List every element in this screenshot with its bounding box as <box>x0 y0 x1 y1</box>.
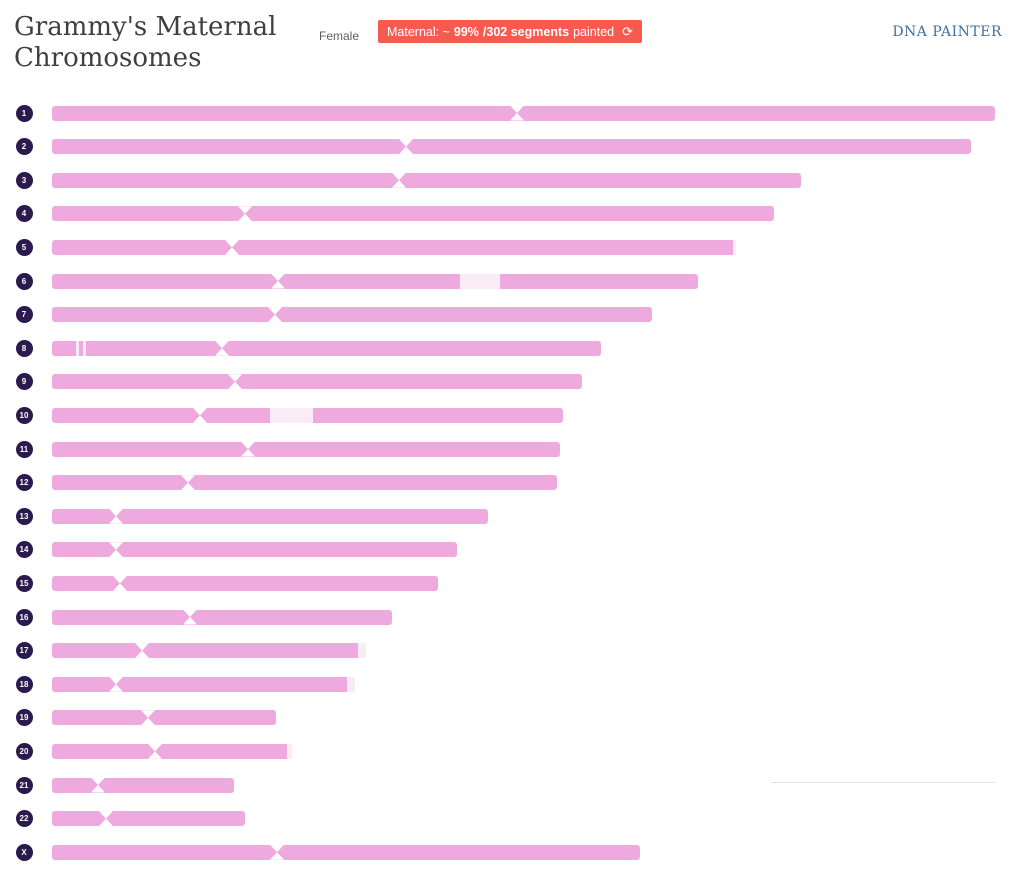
chromosome-bar-5[interactable] <box>52 239 736 255</box>
badge-prefix: Maternal: ~ <box>387 24 450 39</box>
painted-segment <box>52 239 736 255</box>
chromosome-number-badge-17: 17 <box>15 642 33 660</box>
chromosome-bar-17[interactable] <box>52 643 366 659</box>
painted-segment <box>52 105 995 121</box>
chromosome-number-badge-11: 11 <box>15 440 33 458</box>
painted-segment <box>52 340 601 356</box>
chromosome-bar-21[interactable] <box>52 777 234 793</box>
chromosome-number-badge-22: 22 <box>15 810 33 828</box>
dna-painter-link[interactable]: DNA PAINTER <box>892 24 1002 40</box>
chromosome-bar-13[interactable] <box>52 508 488 524</box>
chromosome-bar-6[interactable] <box>52 273 698 289</box>
maternal-progress-badge[interactable]: Maternal: ~ 99% /302 segments painted ⟳ <box>378 20 643 43</box>
chromosome-number-badge-19: 19 <box>15 709 33 727</box>
unpainted-segment <box>270 407 313 423</box>
chromosome-bar-9[interactable] <box>52 374 582 390</box>
chromosome-number-badge-10: 10 <box>15 406 33 424</box>
unpainted-segment <box>76 340 79 356</box>
painted-segment <box>52 609 392 625</box>
chromosome-bar-14[interactable] <box>52 542 457 558</box>
chromosome-bar-7[interactable] <box>52 307 652 323</box>
painted-segment <box>52 475 557 491</box>
painted-segment <box>52 139 971 155</box>
chromosome-bar-3[interactable] <box>52 172 801 188</box>
chromosome-number-badge-15: 15 <box>15 574 33 592</box>
chromosome-bar-X[interactable] <box>52 844 640 860</box>
chromosome-bar-18[interactable] <box>52 676 355 692</box>
chromosome-number-badge-20: 20 <box>15 742 33 760</box>
painted-segment <box>52 743 292 759</box>
chromosome-bar-20[interactable] <box>52 743 292 759</box>
chromosome-number-badge-X: X <box>15 843 33 861</box>
unpainted-segment <box>733 239 736 255</box>
painted-segment <box>52 508 488 524</box>
painted-segment <box>52 710 276 726</box>
chromosome-bar-11[interactable] <box>52 441 560 457</box>
painted-segment <box>52 811 245 827</box>
painted-segment <box>52 374 582 390</box>
unpainted-segment <box>358 643 366 659</box>
chromosome-bar-22[interactable] <box>52 811 245 827</box>
unpainted-segment <box>83 340 86 356</box>
unpainted-segment <box>347 676 355 692</box>
divider-line <box>771 782 996 783</box>
sex-label: Female <box>319 29 360 43</box>
chromosome-bar-2[interactable] <box>52 139 971 155</box>
chromosome-number-badge-4: 4 <box>15 205 33 223</box>
chromosome-bar-1[interactable] <box>52 105 995 121</box>
painted-segment <box>52 575 438 591</box>
chromosome-number-badge-8: 8 <box>15 339 33 357</box>
painted-segment <box>52 844 640 860</box>
chromosome-bar-16[interactable] <box>52 609 392 625</box>
chromosome-number-badge-5: 5 <box>15 238 33 256</box>
painted-segment <box>52 441 560 457</box>
painted-segment <box>52 206 774 222</box>
chromosome-number-badge-12: 12 <box>15 474 33 492</box>
chromosome-bar-19[interactable] <box>52 710 276 726</box>
chromosome-number-badge-6: 6 <box>15 272 33 290</box>
chromosome-number-badge-9: 9 <box>15 373 33 391</box>
painted-segment <box>52 273 698 289</box>
chromosome-bar-4[interactable] <box>52 206 774 222</box>
unpainted-segment <box>460 273 500 289</box>
chromosome-number-badge-18: 18 <box>15 675 33 693</box>
badge-segments: /302 segments <box>482 24 570 39</box>
chromosome-number-badge-16: 16 <box>15 608 33 626</box>
chromosome-number-badge-7: 7 <box>15 306 33 324</box>
chromosome-number-badge-3: 3 <box>15 171 33 189</box>
chromosome-number-badge-14: 14 <box>15 541 33 559</box>
painted-segment <box>52 307 652 323</box>
chromosome-number-badge-2: 2 <box>15 138 33 156</box>
unpainted-segment <box>287 743 292 759</box>
painted-segment <box>52 542 457 558</box>
refresh-icon[interactable]: ⟳ <box>622 24 634 39</box>
painted-segment <box>52 643 366 659</box>
page-title: Grammy's Maternal Chromosomes <box>14 12 277 73</box>
chromosome-number-badge-21: 21 <box>15 776 33 794</box>
chromosome-number-badge-13: 13 <box>15 507 33 525</box>
painted-segment <box>52 676 355 692</box>
chromosome-bar-12[interactable] <box>52 475 557 491</box>
chromosome-bar-15[interactable] <box>52 575 438 591</box>
painted-segment <box>52 172 801 188</box>
painted-segment <box>52 777 234 793</box>
chromosome-bar-10[interactable] <box>52 407 563 423</box>
badge-percent: 99% <box>453 24 479 39</box>
chromosome-number-badge-1: 1 <box>15 104 33 122</box>
badge-suffix: painted <box>573 24 615 39</box>
chromosome-bar-8[interactable] <box>52 340 601 356</box>
